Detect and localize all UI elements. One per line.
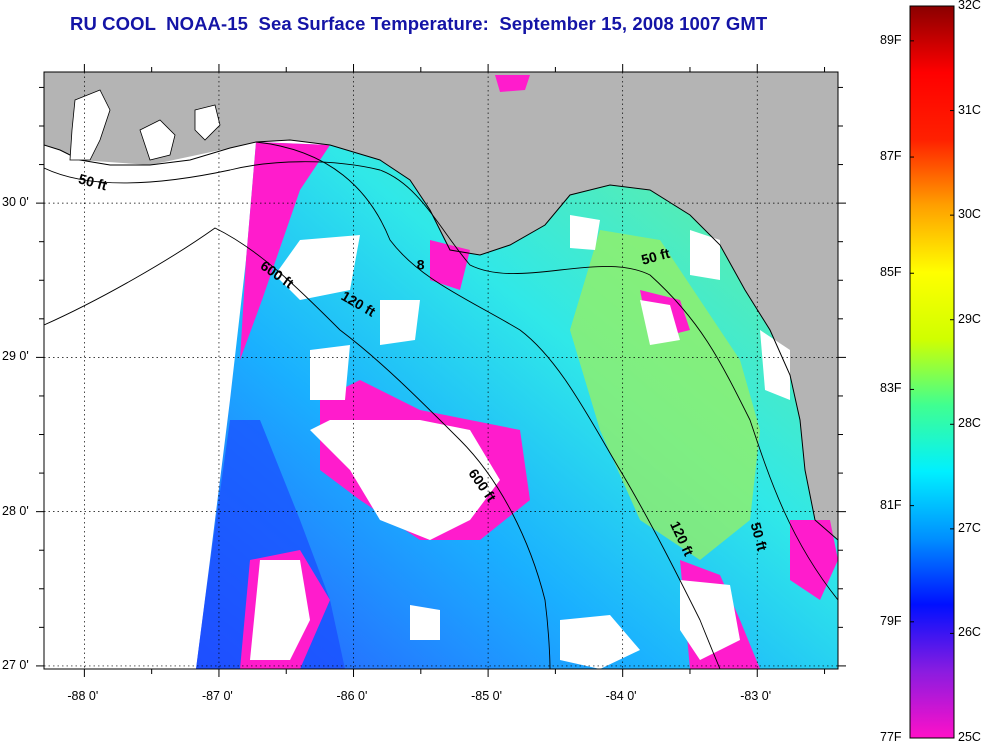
celsius-label: 26C	[958, 625, 981, 640]
lat-tick-label: 30 0'	[2, 195, 29, 210]
land-mass	[44, 72, 838, 540]
lon-tick-label: -83 0'	[740, 689, 772, 703]
axis-ticks	[36, 64, 846, 677]
lat-tick-label: 27 0'	[2, 657, 29, 672]
contour-label: 50 ft	[748, 521, 771, 553]
celsius-label: 28C	[958, 416, 981, 431]
contour-label: 8	[417, 256, 425, 272]
fahrenheit-label: 83F	[880, 381, 902, 396]
colorbar	[909, 5, 955, 739]
fahrenheit-label: 81F	[880, 497, 902, 512]
celsius-label: 31C	[958, 102, 981, 117]
lat-tick-label: 28 0'	[2, 503, 29, 518]
lon-tick-label: -85 0'	[471, 689, 502, 703]
celsius-label: 30C	[958, 207, 981, 222]
coastline	[44, 139, 838, 541]
celsius-label: 25C	[958, 730, 981, 744]
fahrenheit-label: 89F	[880, 32, 902, 47]
fahrenheit-label: 87F	[880, 149, 902, 164]
lat-tick-label: 29 0'	[2, 349, 29, 364]
bathymetry-contours	[44, 141, 838, 669]
coastal-bays	[69, 89, 221, 161]
warm-patch	[570, 230, 760, 560]
no-data-region	[44, 142, 256, 669]
celsius-label: 32C	[958, 0, 981, 12]
celsius-label: 29C	[958, 311, 981, 326]
fahrenheit-label: 85F	[880, 265, 902, 280]
lon-tick-label: -88 0'	[67, 689, 99, 703]
lon-tick-label: -84 0'	[605, 689, 637, 703]
contour-label: 50 ft	[639, 245, 671, 268]
colorbar-ticks	[910, 5, 954, 739]
map-title: RU COOL NOAA-15 Sea Surface Temperature:…	[70, 13, 768, 34]
map-border	[43, 71, 839, 670]
lon-tick-label: -87 0'	[201, 689, 233, 703]
grid-lines	[44, 72, 838, 669]
contour-label: 50 ft	[77, 171, 109, 194]
fahrenheit-label: 77F	[880, 730, 902, 744]
lon-tick-label: -86 0'	[336, 689, 368, 703]
cloud-patches	[250, 215, 790, 669]
celsius-label: 27C	[958, 520, 981, 535]
fahrenheit-label: 79F	[880, 613, 902, 628]
